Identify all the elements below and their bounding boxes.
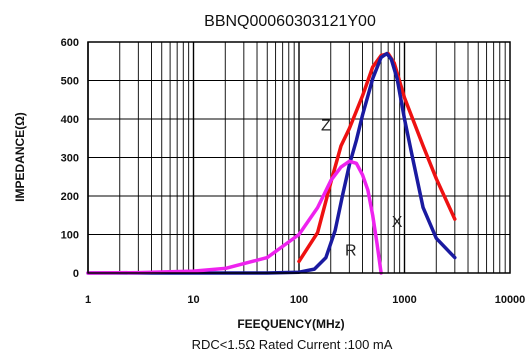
x-tick-label: 1000: [392, 294, 416, 306]
y-tick-label: 600: [61, 37, 79, 49]
y-tick-label: 400: [61, 114, 79, 126]
series-lines: [86, 51, 457, 275]
y-tick-label: 500: [61, 76, 79, 88]
x-tick-label: 1: [85, 294, 91, 306]
chart-caption: RDC<1.5Ω Rated Current :100 mA: [192, 337, 393, 352]
y-axis-label: IMPEDANCE(Ω): [13, 112, 27, 202]
series-label-x: X: [392, 214, 403, 231]
y-tick-label: 300: [61, 153, 79, 165]
chart-title: BBNQ00060303121Y00: [204, 13, 376, 30]
y-tick-label: 0: [73, 268, 79, 280]
series-line-x: [86, 51, 457, 275]
plot-frame: [87, 41, 511, 274]
series-annotations: Z X R: [321, 118, 403, 260]
x-tick-label: 100: [290, 294, 308, 306]
series-label-r: R: [345, 243, 357, 260]
y-tick-label: 200: [61, 191, 79, 203]
x-axis-label: FEEQUENCY(MHz): [237, 317, 344, 331]
x-tick-label: 10: [187, 294, 199, 306]
y-tick-label: 100: [61, 230, 79, 242]
series-line-r: [86, 159, 383, 275]
series-label-z: Z: [321, 118, 331, 135]
grid-lines: [87, 41, 510, 274]
tick-labels: 1 10 100 1000 10000 0 100 200 300 400 500 600: [61, 37, 526, 306]
x-tick-label: 10000: [495, 294, 526, 306]
